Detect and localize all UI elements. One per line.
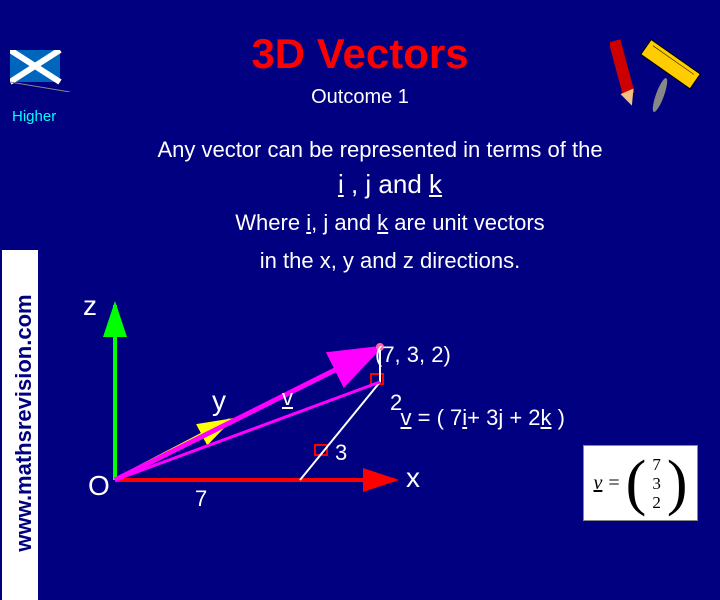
- coord-7: 7: [195, 486, 207, 512]
- unit-k: k: [429, 169, 442, 199]
- v-label: v: [282, 385, 293, 411]
- vector-equation: v = ( 7i+ 3j + 2k ): [401, 405, 566, 431]
- coord-3: 3: [335, 440, 347, 466]
- scotland-flag-icon: [10, 50, 70, 92]
- where-line: Where i, j and k are unit vectors: [0, 210, 720, 236]
- art-tools-icon: [610, 35, 705, 120]
- matrix-column: 7 3 2: [652, 455, 661, 512]
- y-axis-label: y: [212, 385, 226, 417]
- level-label: Higher: [12, 108, 56, 125]
- paren-left: (: [626, 455, 647, 511]
- intro-text: Any vector can be represented in terms o…: [0, 137, 720, 163]
- sidebar-strip: www.mathsrevision.com: [2, 250, 38, 600]
- matrix-v: v: [594, 472, 603, 495]
- sidebar-url: www.mathsrevision.com: [11, 273, 37, 573]
- column-vector-box: v = ( 7 3 2 ): [583, 445, 698, 521]
- x-axis-label: x: [406, 462, 420, 494]
- point-coordinates: (7, 3, 2): [375, 342, 451, 368]
- z-axis-label: z: [83, 290, 97, 322]
- in-xyz-line: in the x, y and z directions.: [0, 248, 720, 274]
- paren-right: ): [667, 455, 688, 511]
- ijk-line: i , j and k: [0, 169, 720, 200]
- origin-label: O: [88, 470, 110, 502]
